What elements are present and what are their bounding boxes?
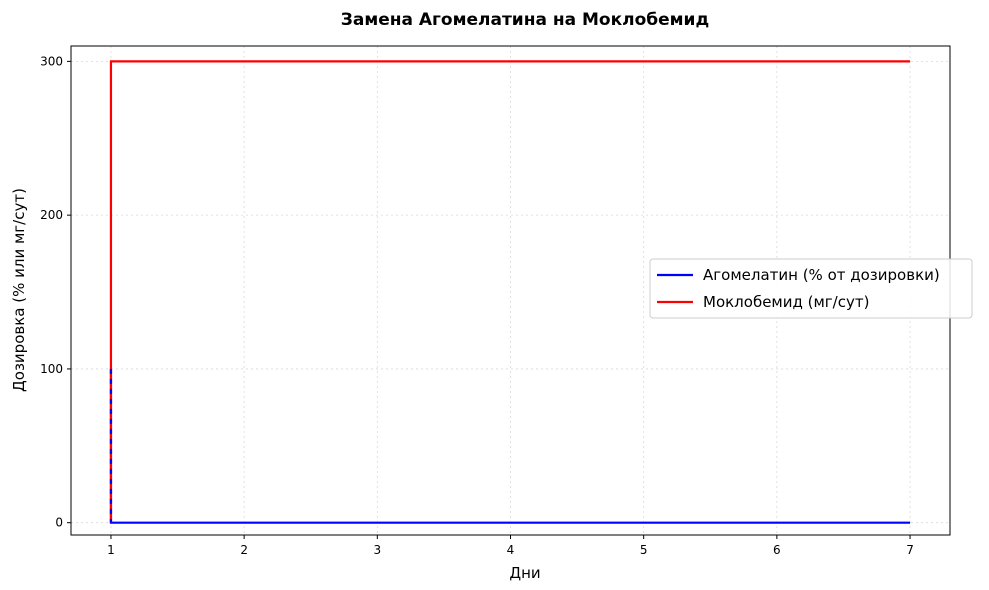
y-axis: 0 100 200 300 — [40, 54, 71, 530]
x-tick-label: 5 — [640, 543, 648, 557]
x-axis: 1 2 3 4 5 6 7 — [107, 535, 914, 557]
y-tick-label: 300 — [40, 54, 63, 68]
x-axis-label: Дни — [509, 564, 540, 582]
y-tick-label: 0 — [55, 516, 63, 530]
legend-label: Моклобемид (мг/сут) — [703, 293, 869, 311]
legend-box — [649, 258, 973, 319]
legend: Агомелатин (% от дозировки) Моклобемид (м… — [649, 258, 973, 319]
chart-title: Замена Агомелатина на Моклобемид — [341, 10, 709, 30]
y-tick-label: 100 — [40, 362, 63, 376]
x-tick-label: 6 — [773, 543, 781, 557]
x-tick-label: 3 — [373, 543, 381, 557]
x-tick-label: 7 — [906, 543, 914, 557]
series-group — [109, 60, 911, 524]
legend-label: Агомелатин (% от дозировки) — [703, 266, 940, 284]
y-axis-label: Дозировка (% или мг/сут) — [10, 188, 28, 392]
x-tick-label: 1 — [107, 543, 115, 557]
y-tick-label: 200 — [40, 208, 63, 222]
x-tick-label: 2 — [240, 543, 248, 557]
x-tick-label: 4 — [507, 543, 515, 557]
